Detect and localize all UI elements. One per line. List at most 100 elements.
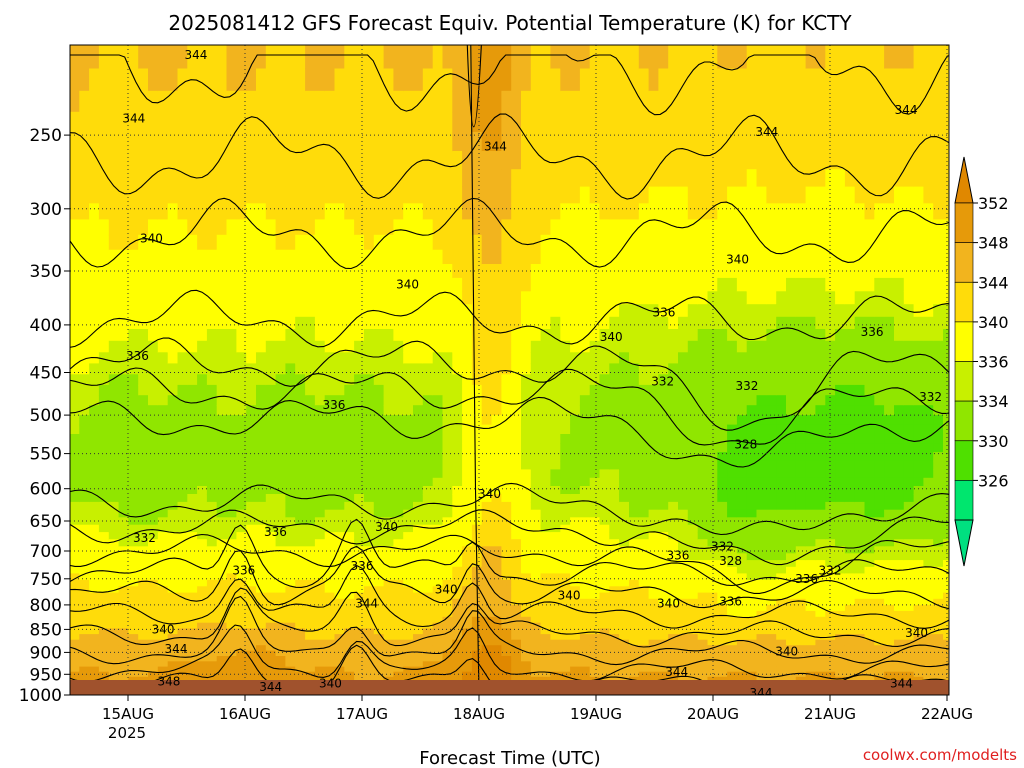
field-cell (736, 291, 748, 305)
field-cell (511, 634, 522, 641)
field-cell (462, 169, 473, 188)
field-cell (206, 573, 218, 581)
field-cell (609, 151, 620, 170)
field-cell (462, 203, 473, 220)
field-cell (491, 460, 502, 470)
field-cell (98, 494, 110, 503)
field-cell (491, 524, 502, 533)
field-cell (786, 486, 797, 495)
field-cell (481, 352, 493, 365)
field-cell (354, 501, 365, 511)
field-cell (393, 384, 404, 396)
field-cell (216, 340, 228, 353)
field-cell (383, 616, 394, 624)
field-cell (452, 169, 463, 188)
field-cell (89, 90, 100, 113)
field-cell (256, 586, 267, 594)
field-cell (128, 291, 139, 305)
field-cell (442, 477, 453, 487)
field-cell (530, 628, 542, 635)
field-cell (521, 363, 532, 375)
field-cell (697, 634, 709, 641)
field-cell (491, 219, 502, 236)
field-cell (795, 443, 807, 453)
field-cell (648, 316, 659, 330)
field-cell (236, 434, 247, 444)
field-cell (422, 316, 434, 330)
field-cell (275, 363, 286, 375)
field-cell (118, 532, 129, 540)
field-cell (442, 509, 453, 518)
field-cell (609, 219, 620, 236)
field-cell (148, 501, 159, 511)
field-cell (678, 352, 689, 365)
field-cell (354, 539, 365, 547)
field-cell (265, 616, 277, 624)
field-cell (736, 486, 748, 495)
field-cell (246, 277, 257, 292)
field-cell (236, 553, 247, 561)
field-cell (707, 661, 718, 668)
field-cell (403, 151, 414, 170)
field-cell (305, 553, 316, 561)
field-cell (197, 579, 208, 587)
field-cell (118, 517, 129, 526)
field-cell (550, 546, 561, 554)
field-cell (265, 219, 277, 236)
field-cell (324, 661, 336, 668)
field-cell (403, 586, 414, 594)
field-cell (481, 169, 493, 188)
field-cell (452, 494, 463, 503)
field-cell (363, 634, 375, 641)
field-cell (403, 374, 414, 386)
field-cell (560, 415, 571, 426)
field-cell (668, 169, 679, 188)
field-cell (334, 203, 345, 220)
field-cell (609, 539, 620, 547)
field-cell (226, 610, 237, 618)
field-cell (511, 90, 522, 113)
field-cell (383, 363, 394, 375)
field-cell (540, 374, 551, 386)
field-cell (599, 405, 610, 416)
field-cell (589, 532, 601, 540)
field-cell (373, 671, 385, 678)
field-cell (629, 586, 640, 594)
field-cell (648, 628, 659, 635)
field-cell (658, 539, 669, 547)
field-cell (442, 151, 453, 170)
field-cell (108, 316, 120, 330)
field-cell (442, 553, 453, 561)
field-cell (648, 460, 659, 470)
field-cell (167, 234, 179, 251)
field-cell (324, 443, 336, 453)
field-cell (786, 622, 797, 630)
field-cell (138, 539, 149, 547)
field-cell (570, 186, 581, 204)
field-cell (619, 509, 630, 518)
field-cell (550, 539, 561, 547)
field-cell (422, 579, 434, 587)
field-cell (579, 363, 591, 375)
field-cell (481, 405, 493, 416)
field-cell (295, 234, 306, 251)
field-cell (324, 374, 336, 386)
field-cell (285, 68, 296, 92)
field-cell (560, 656, 571, 662)
field-cell (177, 477, 188, 487)
field-cell (609, 566, 620, 574)
field-cell (491, 661, 502, 668)
field-cell (560, 553, 571, 561)
field-cell (413, 316, 424, 330)
field-cell (70, 424, 80, 435)
field-cell (256, 405, 267, 416)
field-cell (521, 509, 532, 518)
field-cell (138, 434, 149, 444)
field-cell (89, 486, 100, 495)
field-cell (550, 45, 561, 70)
field-cell (599, 329, 610, 342)
field-cell (363, 415, 375, 426)
field-cell (599, 650, 610, 657)
field-cell (511, 45, 522, 70)
field-cell (511, 234, 522, 251)
